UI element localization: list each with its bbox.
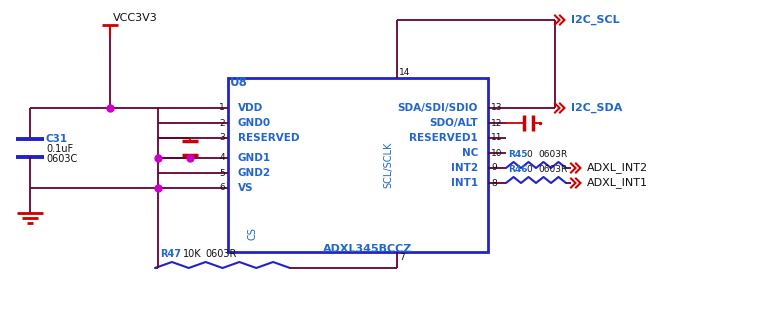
Text: 3: 3 <box>219 134 225 143</box>
Text: GND2: GND2 <box>238 168 271 178</box>
Text: R47: R47 <box>160 249 181 259</box>
Text: ADXL_INT1: ADXL_INT1 <box>587 178 648 188</box>
Text: 10: 10 <box>491 148 502 157</box>
Text: INT2: INT2 <box>451 163 478 173</box>
Text: GND0: GND0 <box>238 118 271 128</box>
Text: 2: 2 <box>219 118 225 127</box>
Text: INT1: INT1 <box>451 178 478 188</box>
Text: GND1: GND1 <box>238 153 271 163</box>
Text: U8: U8 <box>230 76 248 89</box>
Text: 11: 11 <box>491 134 502 143</box>
Text: 0.1uF: 0.1uF <box>46 144 73 154</box>
Text: C31: C31 <box>46 134 68 144</box>
Text: 8: 8 <box>491 179 497 188</box>
Text: R46: R46 <box>508 165 527 174</box>
Text: 0: 0 <box>526 165 532 174</box>
Text: NC: NC <box>462 148 478 158</box>
Text: 9: 9 <box>491 163 497 172</box>
Text: VDD: VDD <box>238 103 264 113</box>
Text: 7: 7 <box>399 253 405 262</box>
Text: VCC3V3: VCC3V3 <box>113 13 158 23</box>
Text: I2C_SCL: I2C_SCL <box>571 15 619 25</box>
Text: 14: 14 <box>399 68 410 77</box>
Text: 6: 6 <box>219 184 225 193</box>
Text: 0: 0 <box>526 150 532 159</box>
Text: 5: 5 <box>219 169 225 178</box>
Text: SCL/SCLK: SCL/SCLK <box>383 142 393 188</box>
Text: R45: R45 <box>508 150 527 159</box>
Text: 4: 4 <box>219 153 225 162</box>
Text: 0603R: 0603R <box>538 150 567 159</box>
Text: SDA/SDI/SDIO: SDA/SDI/SDIO <box>398 103 478 113</box>
Text: CS: CS <box>248 228 258 241</box>
Text: 0603R: 0603R <box>538 165 567 174</box>
Text: 1: 1 <box>219 104 225 113</box>
Text: SDO/ALT: SDO/ALT <box>429 118 478 128</box>
Text: I2C_SDA: I2C_SDA <box>571 103 622 113</box>
Text: 13: 13 <box>491 104 502 113</box>
Text: VS: VS <box>238 183 254 193</box>
Text: 10K: 10K <box>183 249 201 259</box>
Text: ADXL345BCCZ: ADXL345BCCZ <box>324 244 413 254</box>
Text: ADXL_INT2: ADXL_INT2 <box>587 162 648 174</box>
Text: RESERVED: RESERVED <box>238 133 300 143</box>
Text: RESERVED1: RESERVED1 <box>410 133 478 143</box>
Text: 0603R: 0603R <box>205 249 236 259</box>
Text: 0603C: 0603C <box>46 154 77 164</box>
Text: 12: 12 <box>491 118 502 127</box>
Bar <box>228 78 488 252</box>
